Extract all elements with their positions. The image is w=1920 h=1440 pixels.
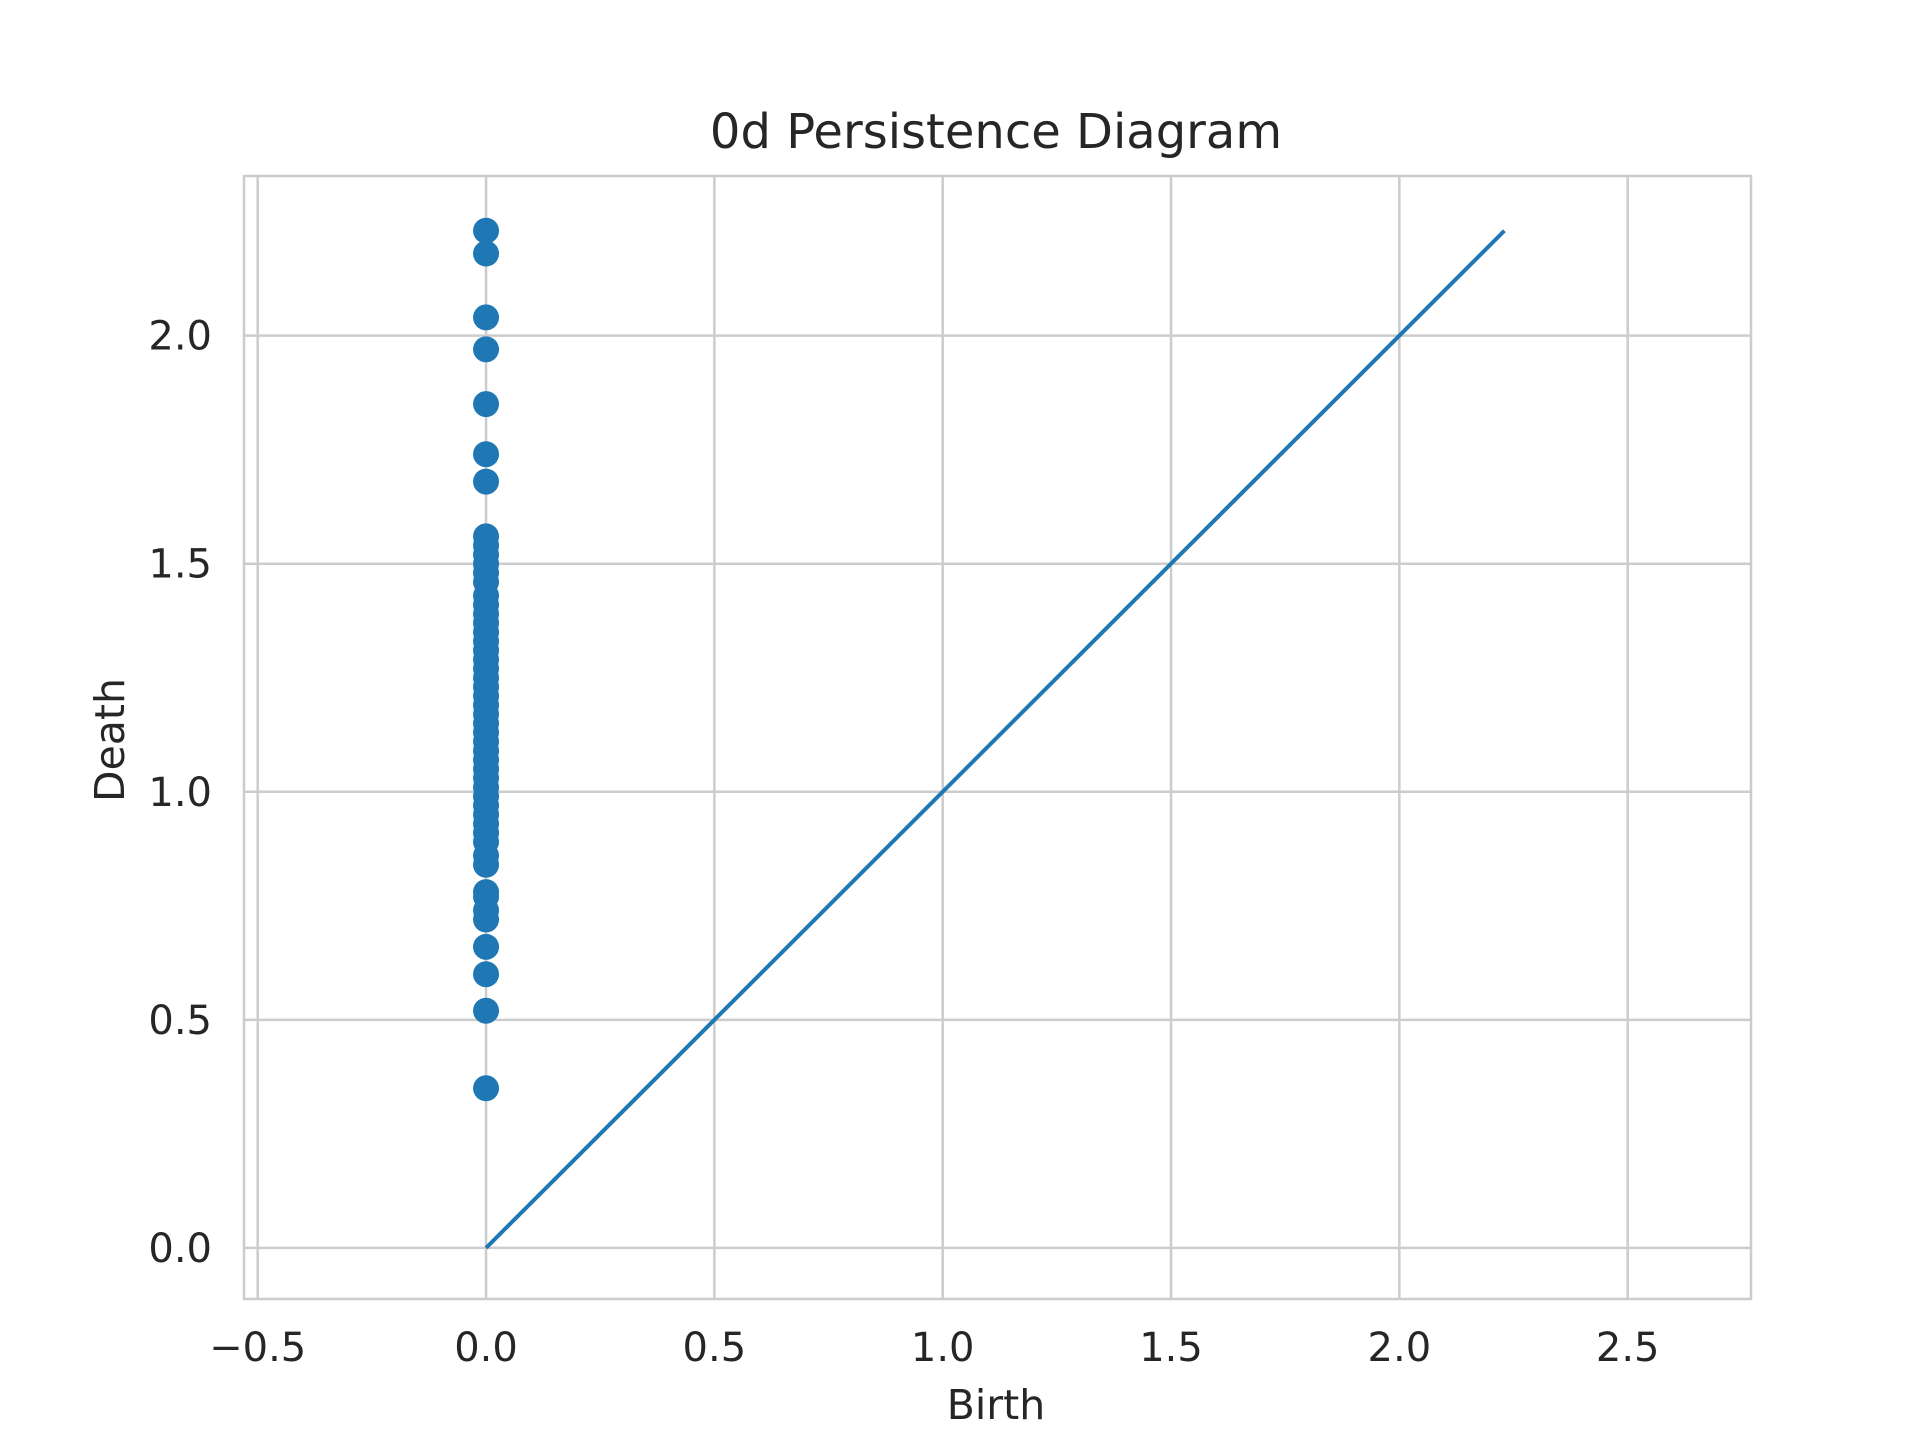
scatter-point bbox=[473, 441, 500, 468]
x-tick-label: −0.5 bbox=[209, 1325, 306, 1371]
x-tick-label: 0.0 bbox=[454, 1325, 518, 1371]
chart-title: 0d Persistence Diagram bbox=[710, 104, 1282, 160]
y-tick-label: 1.5 bbox=[148, 542, 212, 588]
y-axis-label: Death bbox=[86, 678, 134, 802]
scatter-point bbox=[473, 240, 500, 267]
x-tick-label: 1.5 bbox=[1139, 1325, 1203, 1371]
scatter-point bbox=[473, 217, 500, 244]
x-tick-label: 2.0 bbox=[1368, 1325, 1432, 1371]
x-tick-label: 1.0 bbox=[911, 1325, 975, 1371]
scatter-point bbox=[473, 391, 500, 418]
scatter-point bbox=[473, 961, 500, 988]
scatter-point bbox=[473, 468, 500, 495]
y-axis-ticks: 0.0 0.5 1.0 1.5 2.0 bbox=[148, 314, 212, 1272]
scatter-point bbox=[473, 1075, 500, 1102]
scatter-point bbox=[473, 879, 500, 906]
scatter-point bbox=[473, 336, 500, 363]
x-tick-label: 2.5 bbox=[1596, 1325, 1660, 1371]
y-tick-label: 2.0 bbox=[148, 314, 212, 360]
series-layer bbox=[473, 217, 1506, 1250]
x-axis-ticks: −0.5 0.0 0.5 1.0 1.5 2.0 2.5 bbox=[209, 1325, 1659, 1371]
scatter-point bbox=[473, 523, 500, 550]
scatter-point bbox=[473, 304, 500, 331]
y-tick-label: 0.0 bbox=[148, 1226, 212, 1272]
x-tick-label: 0.5 bbox=[683, 1325, 747, 1371]
scatter-point bbox=[473, 997, 500, 1024]
scatter-point bbox=[473, 933, 500, 960]
x-axis-label: Birth bbox=[947, 1381, 1045, 1429]
y-tick-label: 1.0 bbox=[148, 770, 212, 816]
diagonal-line bbox=[484, 229, 1506, 1250]
plot-area-frame bbox=[242, 174, 1753, 1301]
y-tick-label: 0.5 bbox=[148, 998, 212, 1044]
